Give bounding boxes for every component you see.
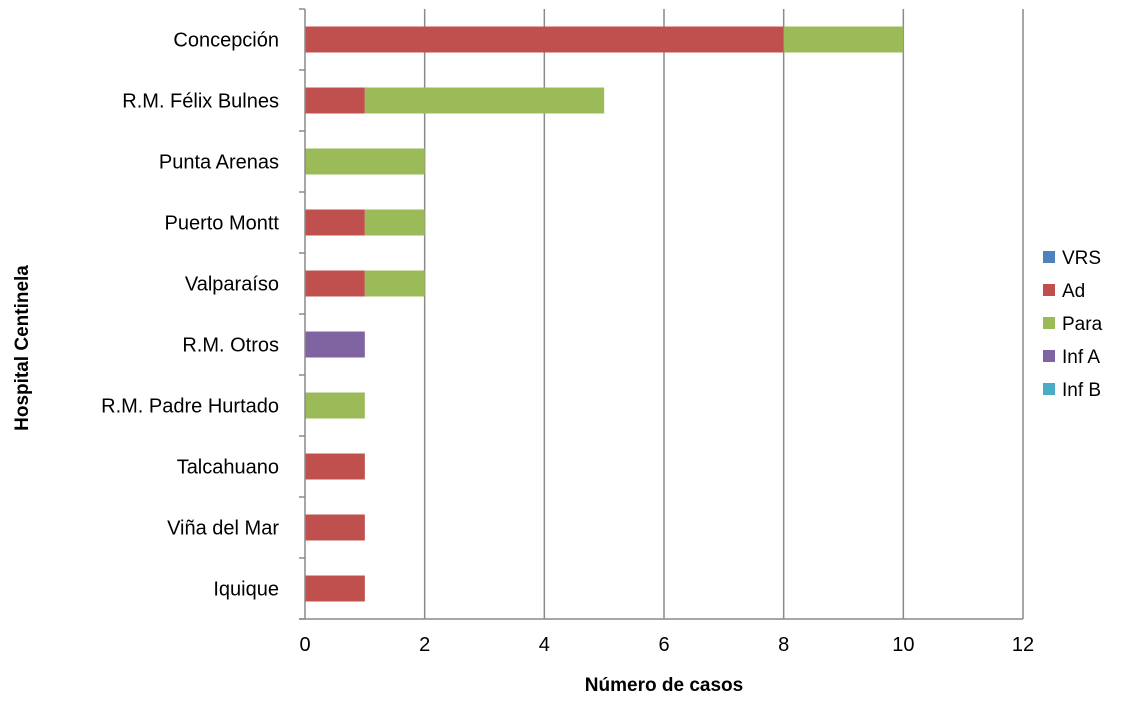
legend-swatch xyxy=(1043,383,1055,395)
bar-para xyxy=(305,392,365,419)
legend-label: VRS xyxy=(1062,248,1101,269)
bar-ad xyxy=(305,209,365,236)
x-tick-label: 6 xyxy=(658,634,669,656)
bar-para xyxy=(364,209,425,236)
legend-swatch xyxy=(1043,284,1055,296)
bar-ad xyxy=(305,575,365,602)
bars xyxy=(305,26,904,602)
legend-swatch xyxy=(1043,350,1055,362)
category-label: Punta Arenas xyxy=(159,152,279,174)
x-axis-title: Número de casos xyxy=(585,675,743,696)
category-label: R.M. Padre Hurtado xyxy=(101,396,279,418)
bar-ad xyxy=(305,453,365,480)
bar-ad xyxy=(305,514,365,541)
category-label: Concepción xyxy=(173,30,279,52)
category-label: R.M. Félix Bulnes xyxy=(122,91,279,113)
bar-para xyxy=(364,87,605,114)
x-tick-label: 10 xyxy=(892,634,914,656)
legend-label: Ad xyxy=(1062,281,1085,302)
category-label: Valparaíso xyxy=(185,274,279,296)
bar-ad xyxy=(305,26,784,53)
bar-para xyxy=(364,270,425,297)
category-label: Talcahuano xyxy=(177,457,279,479)
axis-labels: 0 2 4 6 8 10 12 Concepción R.M. Félix Bulnes Punt… xyxy=(101,30,1034,657)
bar-inf-a xyxy=(305,331,365,358)
bar-para xyxy=(783,26,904,53)
bar-ad xyxy=(305,270,365,297)
legend-swatch xyxy=(1043,317,1055,329)
x-tick-label: 12 xyxy=(1012,634,1034,656)
axes xyxy=(299,8,1023,620)
y-axis-title: Hospital Centinela xyxy=(12,265,33,431)
legend-label: Inf B xyxy=(1062,380,1101,401)
legend-swatch xyxy=(1043,251,1055,263)
legend-label: Para xyxy=(1062,314,1103,335)
category-label: Viña del Mar xyxy=(167,518,279,540)
x-tick-label: 8 xyxy=(778,634,789,656)
x-tick-label: 2 xyxy=(419,634,430,656)
bar-para xyxy=(305,148,425,175)
legend-label: Inf A xyxy=(1062,347,1100,368)
legend: VRS Ad Para Inf A Inf B xyxy=(1043,248,1103,401)
category-label: Iquique xyxy=(213,579,279,601)
x-tick-label: 4 xyxy=(539,634,550,656)
category-label: R.M. Otros xyxy=(182,335,279,357)
x-tick-label: 0 xyxy=(299,634,310,656)
bar-ad xyxy=(305,87,365,114)
category-label: Puerto Montt xyxy=(164,213,279,235)
